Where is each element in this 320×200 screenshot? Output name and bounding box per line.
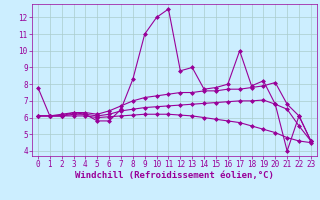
X-axis label: Windchill (Refroidissement éolien,°C): Windchill (Refroidissement éolien,°C) bbox=[75, 171, 274, 180]
